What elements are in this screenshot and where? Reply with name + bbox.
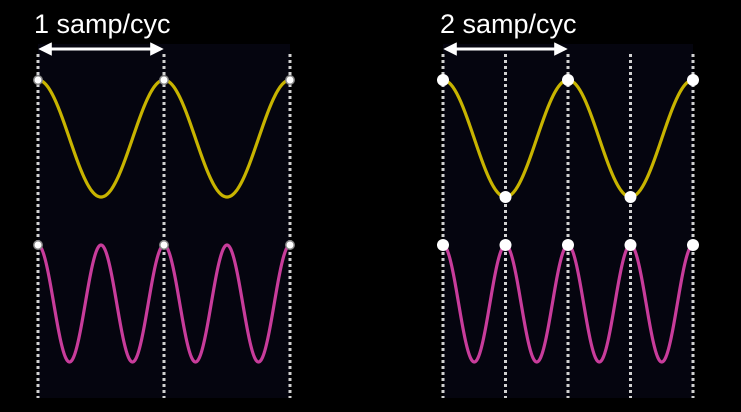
sample-point-fast [499, 239, 512, 251]
sample-point-slow [285, 75, 295, 85]
sample-point-fast [33, 240, 43, 250]
sample-point-slow [33, 75, 43, 85]
sample-point-slow [624, 191, 637, 203]
sample-point-slow [437, 74, 449, 86]
panel-title-2-samp-per-cyc: 2 samp/cyc [440, 9, 577, 39]
sample-point-fast [687, 239, 699, 251]
sample-point-fast [437, 239, 449, 251]
sample-point-slow [562, 74, 574, 86]
sample-point-fast [624, 239, 637, 251]
sample-point-slow [499, 191, 512, 203]
panel-1 [33, 42, 295, 398]
sample-point-slow [687, 74, 699, 86]
sample-point-fast [159, 240, 169, 250]
panel-2 [437, 42, 699, 398]
sample-point-slow [159, 75, 169, 85]
panel-title-1-samp-per-cyc: 1 samp/cyc [34, 9, 171, 39]
sample-point-fast [285, 240, 295, 250]
sample-point-fast [562, 239, 574, 251]
